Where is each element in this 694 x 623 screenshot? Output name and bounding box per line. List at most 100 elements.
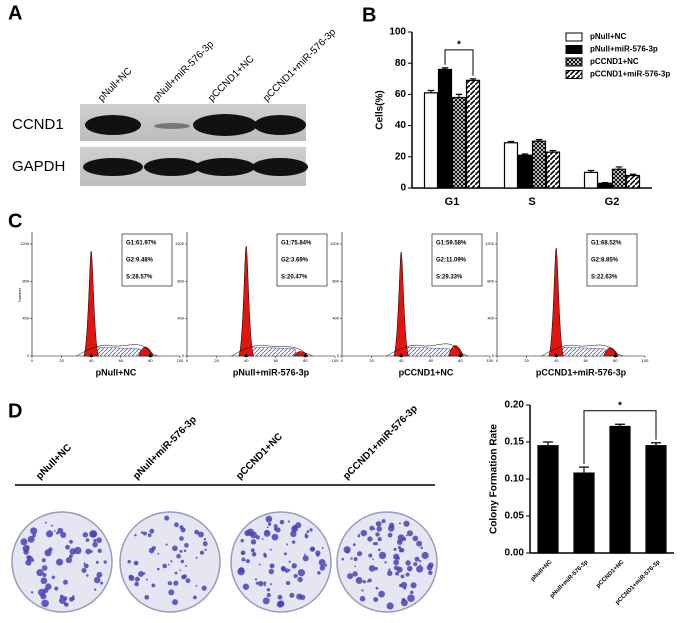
- colony: [103, 560, 107, 564]
- colony: [357, 534, 361, 538]
- colony: [134, 533, 137, 537]
- colony: [92, 541, 98, 548]
- bar: [597, 182, 613, 189]
- colony: [44, 521, 47, 524]
- colony: [36, 569, 44, 577]
- colony: [378, 551, 387, 560]
- colony: [179, 569, 182, 572]
- colony: [273, 524, 278, 529]
- colony: [268, 568, 275, 575]
- colony: [355, 577, 363, 584]
- colony: [203, 537, 207, 541]
- colony: [384, 561, 387, 564]
- y-tick-label: 0.15: [505, 437, 525, 448]
- flow-x-tick-label: 40: [554, 358, 559, 363]
- colony: [250, 548, 255, 553]
- legend-label: pCCND1+miR-576-3p: [590, 70, 670, 79]
- flow-x-tick-label: 40: [399, 358, 404, 363]
- flow-x-tick-label: 100: [487, 358, 494, 363]
- legend-swatch: [565, 32, 583, 42]
- error-bar: [535, 139, 543, 142]
- colony: [319, 565, 326, 571]
- colony: [185, 578, 191, 584]
- colony: [172, 545, 178, 552]
- flow-y-label: Number: [17, 287, 22, 302]
- colony: [180, 527, 186, 533]
- colony: [144, 594, 150, 600]
- bar: [611, 168, 627, 189]
- colony: [68, 554, 73, 559]
- x-tick-label: G1: [445, 196, 460, 208]
- legend-swatch: [565, 57, 583, 67]
- colony: [182, 574, 187, 579]
- colony: [20, 538, 28, 546]
- colony: [419, 564, 422, 566]
- x-tick-label: S: [528, 196, 535, 208]
- blot-row-label: CCND1: [12, 116, 64, 133]
- colony: [93, 588, 97, 591]
- colony: [237, 567, 245, 576]
- flow-x-tick-label: 60: [119, 358, 124, 363]
- flow-stat: S:29.33%: [436, 275, 463, 281]
- flow-envelope: [231, 344, 313, 357]
- colony: [318, 559, 326, 566]
- colony: [262, 597, 270, 605]
- colony: [279, 519, 285, 525]
- colony: [134, 576, 140, 582]
- colony: [258, 563, 261, 566]
- colony: [288, 560, 291, 563]
- flow-stat: G1:68.52%: [591, 241, 622, 247]
- colony: [375, 532, 380, 537]
- bar: [625, 174, 641, 189]
- colony: [69, 539, 73, 544]
- colony: [362, 580, 367, 584]
- error-bar: [455, 93, 463, 98]
- colony: [97, 548, 102, 553]
- colony: [142, 531, 147, 536]
- error-bar: [615, 166, 623, 170]
- colony: [398, 568, 401, 570]
- colony: [263, 552, 267, 556]
- colony: [83, 563, 89, 569]
- blot-row-label: GAPDH: [12, 158, 65, 175]
- y-tick-label: 100: [389, 27, 406, 38]
- colony: [416, 565, 424, 573]
- error-bar: [629, 173, 637, 176]
- colony: [267, 522, 272, 526]
- colony: [372, 542, 376, 546]
- flow-y-tick-label: 1200: [330, 241, 340, 246]
- flow-stat: G1:61.97%: [126, 241, 157, 247]
- bar: [437, 68, 453, 189]
- colony: [397, 534, 405, 542]
- flow-g2-peak: [138, 346, 154, 357]
- colony: [361, 589, 364, 592]
- legend-swatch: [565, 45, 583, 54]
- colony: [192, 595, 197, 600]
- colony: [250, 539, 257, 545]
- colony: [407, 594, 415, 602]
- colony: [287, 520, 290, 523]
- colony: [420, 546, 423, 550]
- flow-stat: G1:75.84%: [281, 241, 312, 247]
- colony: [42, 572, 47, 578]
- colony: [405, 572, 410, 577]
- colony: [403, 586, 407, 590]
- colony: [26, 555, 31, 560]
- colony: [416, 540, 423, 547]
- y-tick-label: 80: [395, 58, 407, 69]
- significance-bracket: [444, 49, 474, 76]
- plate: [336, 511, 438, 613]
- flow-label: pNull+miR-576-3p: [233, 367, 310, 377]
- colony: [359, 595, 366, 602]
- colony: [280, 565, 286, 572]
- bar: [517, 154, 533, 189]
- colony: [266, 526, 269, 529]
- colony: [395, 556, 399, 560]
- colony: [194, 529, 200, 535]
- colony: [63, 596, 68, 601]
- flow-marker: [244, 353, 249, 357]
- flow-marker: [303, 353, 308, 357]
- colony: [41, 558, 46, 563]
- flow-x-tick-label: 100: [177, 358, 184, 363]
- colony: [372, 558, 374, 561]
